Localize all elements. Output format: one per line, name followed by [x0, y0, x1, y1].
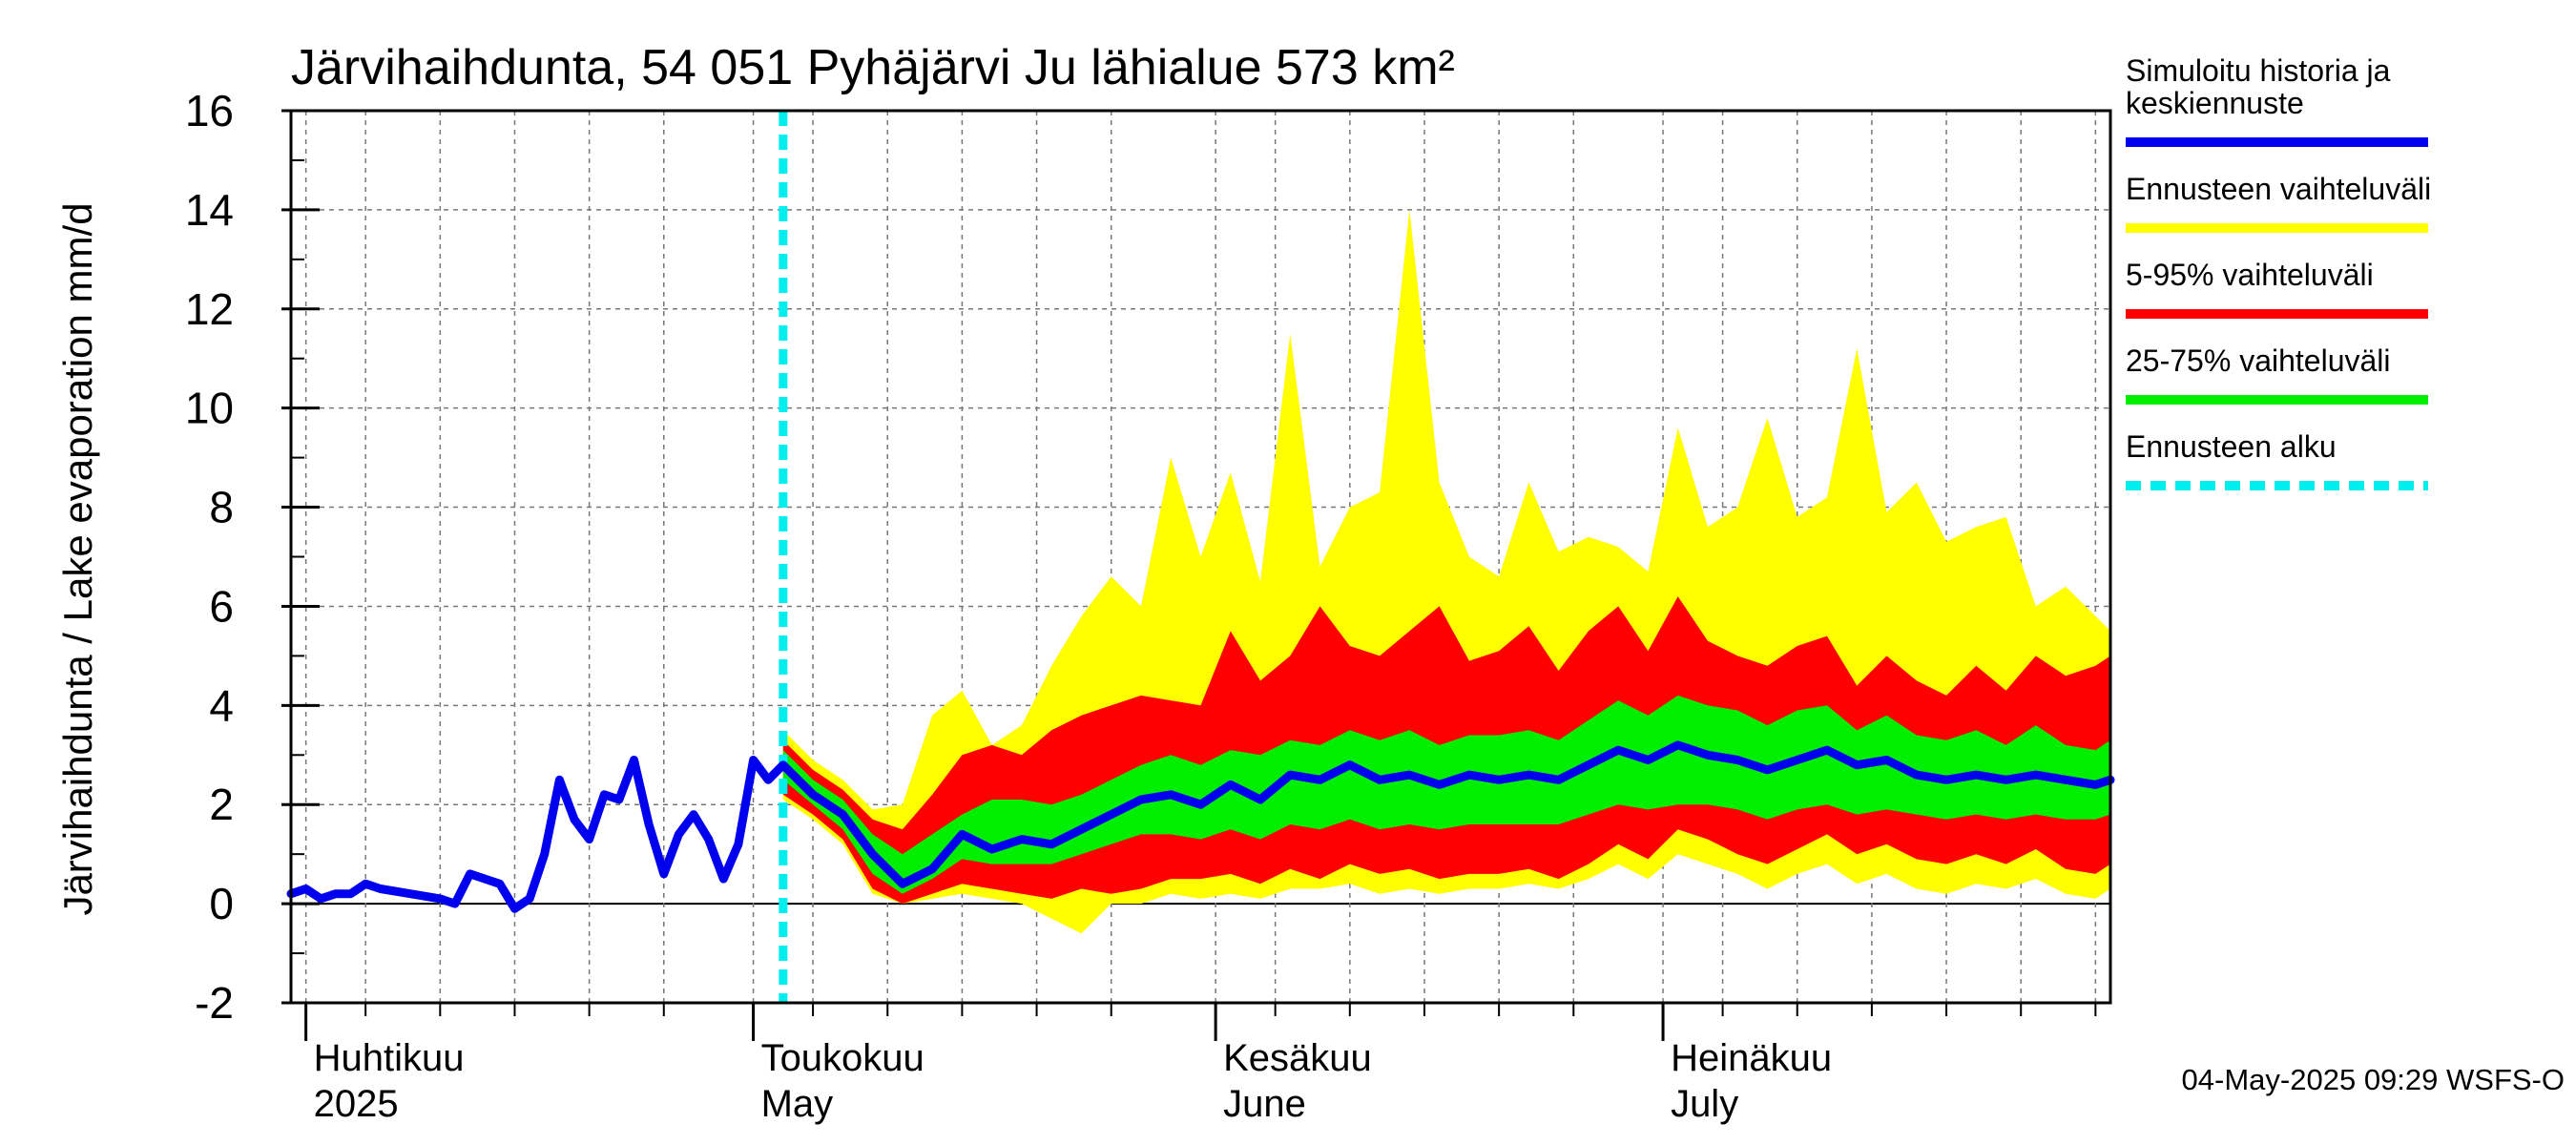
legend-label: keskiennuste: [2126, 86, 2304, 120]
month-sublabel: July: [1671, 1083, 1738, 1125]
legend-label: 25-75% vaihteluväli: [2126, 344, 2391, 378]
legend-label: Simuloitu historia ja: [2126, 53, 2391, 88]
y-tick-label: 6: [209, 581, 234, 631]
legend-label: Ennusteen alku: [2126, 429, 2337, 464]
series-lines: [286, 111, 2115, 1003]
y-tick-label: 4: [209, 680, 234, 730]
month-label: Toukokuu: [761, 1037, 924, 1079]
month-sublabel: 2025: [314, 1083, 399, 1125]
y-axis-label: Järvihaihdunta / Lake evaporation mm/d: [55, 202, 100, 915]
y-tick-label: 0: [209, 879, 234, 928]
y-tick-label: -2: [195, 978, 234, 1028]
y-tick-label: 16: [185, 86, 234, 135]
legend-label: 5-95% vaihteluväli: [2126, 258, 2374, 292]
legend-label: Ennusteen vaihteluväli: [2126, 172, 2431, 206]
month-sublabel: May: [761, 1083, 834, 1125]
month-label: Huhtikuu: [314, 1037, 465, 1079]
y-tick-label: 2: [209, 780, 234, 829]
y-tick-label: 10: [185, 384, 234, 433]
forecast-bands: [782, 209, 2110, 934]
y-tick-label: 12: [185, 284, 234, 334]
chart-title: Järvihaihdunta, 54 051 Pyhäjärvi Ju lähi…: [291, 40, 1455, 95]
timestamp-label: 04-May-2025 09:29 WSFS-O: [2182, 1063, 2565, 1096]
month-label: Kesäkuu: [1223, 1037, 1372, 1079]
band-25-75: [782, 695, 2110, 894]
y-axis: -2 0 2 4 6 8 10 12 14 16: [185, 86, 320, 1028]
month-label: Heinäkuu: [1671, 1037, 1832, 1079]
median-series-line: [286, 740, 2115, 913]
month-sublabel: June: [1223, 1083, 1306, 1125]
y-tick-label: 14: [185, 185, 234, 235]
plot-area: [286, 109, 2115, 1005]
y-tick-label: 8: [209, 483, 234, 532]
